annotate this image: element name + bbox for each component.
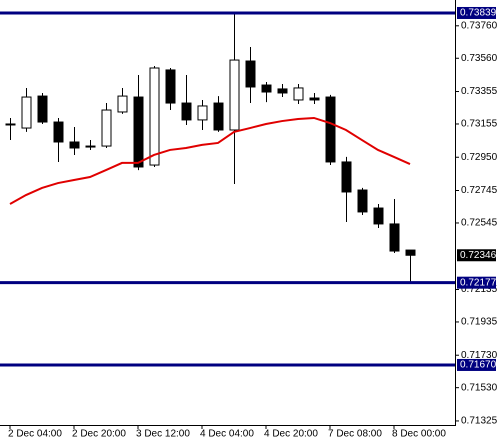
candle-body [69, 141, 80, 149]
candle-body [197, 105, 208, 121]
candle-body [325, 96, 336, 163]
price-label-box [457, 358, 496, 371]
candle-body [133, 96, 144, 168]
x-tick-label: 2 Dec 20:00 [72, 429, 126, 440]
moving-average [9, 116, 411, 205]
x-tick-label: 8 Dec 00:00 [392, 429, 446, 440]
candle-body [213, 102, 224, 131]
last-price-box [457, 249, 496, 262]
candle-body [389, 223, 400, 252]
x-tick-label: 2 Dec 04:00 [8, 429, 62, 440]
last-price-label: 0.72346 [460, 250, 497, 261]
candle-body [149, 67, 160, 166]
candle-body [85, 145, 96, 148]
y-tick-label: 0.72950 [461, 152, 497, 163]
candle-body [101, 109, 112, 147]
candle-body [229, 59, 240, 131]
candle-body [117, 95, 128, 113]
price-label-box [457, 6, 496, 19]
x-tick-label: 4 Dec 20:00 [264, 429, 318, 440]
x-tick-label: 3 Dec 12:00 [136, 429, 190, 440]
y-tick-label: 0.71730 [461, 350, 497, 361]
candle-body [293, 87, 304, 101]
price-label: 0.73839 [460, 8, 497, 19]
y-tick-label: 0.72135 [461, 284, 497, 295]
candle-body [165, 69, 176, 104]
y-tick-label: 0.73355 [461, 86, 497, 97]
price-label-box [457, 276, 496, 289]
x-tick-label: 7 Dec 08:00 [328, 429, 382, 440]
candle-body [357, 189, 368, 213]
candle-body [341, 161, 352, 193]
y-tick-label: 0.72745 [461, 185, 497, 196]
y-tick-label: 0.73560 [461, 53, 497, 64]
x-tick-label: 4 Dec 04:00 [200, 429, 254, 440]
y-tick-label: 0.71325 [461, 416, 497, 427]
candle-body [405, 249, 416, 256]
y-tick-label: 0.73760 [461, 20, 497, 31]
y-tick-label: 0.71935 [461, 317, 497, 328]
price-label: 0.72177 [460, 277, 497, 288]
candle-body [277, 88, 288, 94]
y-tick-label: 0.71530 [461, 382, 497, 393]
candle-body [245, 60, 256, 88]
price-label: 0.71670 [460, 360, 497, 371]
candle-body [181, 102, 192, 121]
candle-body [21, 96, 32, 129]
y-tick-label: 0.73155 [461, 119, 497, 130]
candle-body [37, 95, 48, 123]
candle-body [261, 84, 272, 93]
candle-body [373, 207, 384, 225]
candle-body [309, 97, 320, 101]
candle-body [5, 123, 16, 126]
candle-body [53, 121, 64, 143]
y-tick-label: 0.72545 [461, 218, 497, 229]
